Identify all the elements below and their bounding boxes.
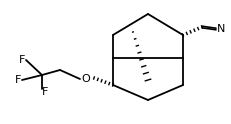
Text: F: F (42, 87, 48, 97)
Text: F: F (15, 75, 21, 85)
Text: F: F (19, 55, 25, 65)
Text: N: N (216, 24, 224, 34)
Text: O: O (81, 74, 90, 84)
